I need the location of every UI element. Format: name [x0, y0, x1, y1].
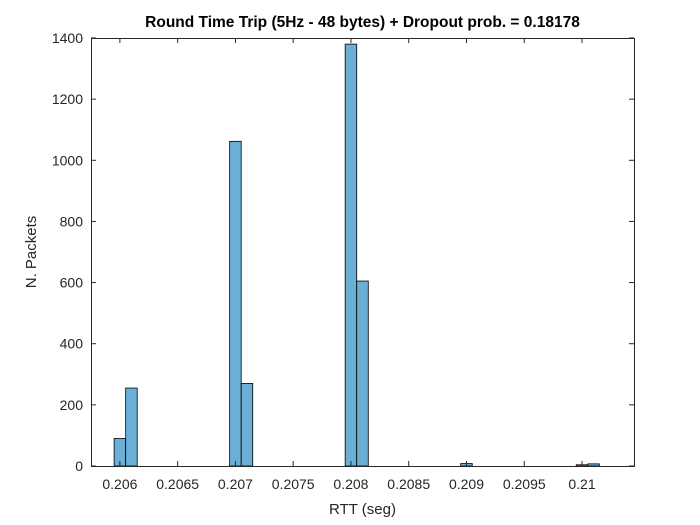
y-axis-label: N. Packets — [23, 216, 40, 289]
x-tick-label: 0.209 — [449, 476, 484, 492]
histogram-bar-2 — [229, 140, 242, 467]
x-tick-label: 0.2095 — [503, 476, 546, 492]
y-tick-label: 400 — [60, 336, 84, 352]
y-tick-label: 600 — [60, 275, 84, 291]
histogram-bar-4 — [344, 43, 358, 467]
y-tick-label: 1400 — [52, 30, 83, 46]
chart-title: Round Time Trip (5Hz - 48 bytes) + Dropo… — [145, 14, 580, 31]
histogram-bar-5 — [356, 280, 369, 467]
y-tick-label: 1000 — [52, 152, 83, 168]
histogram-bar-1 — [125, 387, 138, 467]
x-tick-label: 0.2085 — [387, 476, 430, 492]
histogram-bar-8 — [587, 463, 600, 467]
x-tick-label: 0.2075 — [272, 476, 315, 492]
y-ticks: 0 200 400 600 800 1000 1200 1400 — [52, 30, 634, 474]
axes-box — [91, 38, 635, 467]
histogram-bar-3 — [240, 383, 254, 467]
x-axis-label: RTT (seg) — [329, 501, 396, 518]
x-tick-label: 0.2065 — [156, 476, 199, 492]
x-tick-label: 0.207 — [218, 476, 253, 492]
x-tick-label: 0.21 — [568, 476, 595, 492]
x-ticks: 0.206 0.2065 0.207 0.2075 0.208 0.2085 0.209 0.… — [102, 38, 596, 492]
y-tick-label: 200 — [60, 397, 84, 413]
x-tick-label: 0.208 — [333, 476, 368, 492]
y-tick-label: 1200 — [52, 91, 83, 107]
y-tick-label: 800 — [60, 213, 84, 229]
y-tick-label: 0 — [75, 458, 83, 474]
x-tick-label: 0.206 — [102, 476, 137, 492]
